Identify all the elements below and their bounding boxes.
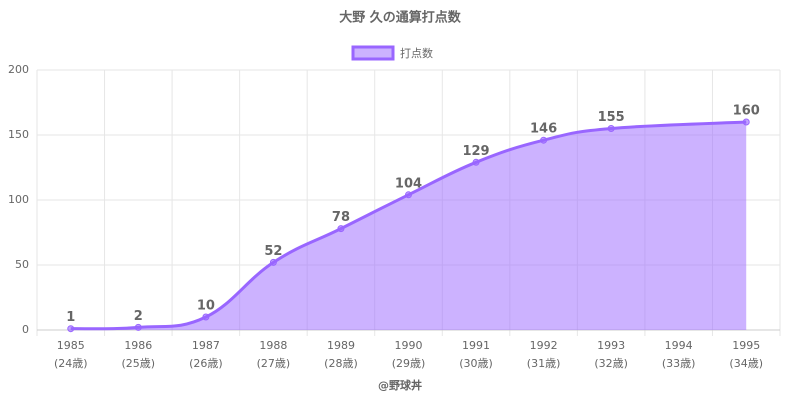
point [405,191,412,199]
y-tick-label: 0 [22,323,29,336]
x-axis-label: @野球丼 [378,378,422,392]
data-label: 1 [66,310,75,325]
y-tick-label: 150 [8,128,29,141]
y-tick-label: 200 [8,63,29,76]
point [337,225,345,233]
point [742,118,750,126]
x-tick-sublabel: (32歳) [594,357,628,370]
x-tick-label: 1989 [327,339,355,352]
point [134,323,142,331]
point [67,325,75,333]
x-tick-label: 1994 [665,339,693,352]
x-tick-label: 1987 [192,339,220,352]
point [472,158,480,166]
point [540,136,548,144]
legend-swatch [351,45,395,61]
x-tick-label: 1988 [259,339,287,352]
x-tick-sublabel: (26歳) [189,357,223,370]
chart-title: 大野 久の通算打点数 [339,10,462,26]
data-label: 2 [134,309,143,324]
legend-label: 打点数 [400,46,433,60]
x-tick-sublabel: (29歳) [392,357,426,370]
x-tick-sublabel: (25歳) [122,357,156,370]
x-tick-sublabel: (28歳) [324,357,358,370]
area [70,122,747,330]
x-tick-label: 1995 [732,339,760,352]
data-label: 10 [197,299,215,314]
data-label: 129 [462,144,489,159]
x-tick-sublabel: (31歳) [527,357,561,370]
x-tick-label: 1991 [462,339,490,352]
y-tick-label: 100 [8,193,29,206]
x-tick-label: 1993 [597,339,625,352]
x-tick-label: 1990 [395,339,423,352]
x-tick-sublabel: (27歳) [257,357,291,370]
data-label: 146 [530,122,557,137]
data-label: 160 [733,104,760,119]
x-tick-sublabel: (24歳) [54,357,88,370]
x-tick-label: 1985 [57,339,85,352]
y-tick-label: 50 [15,258,29,271]
line [70,120,747,331]
point [202,313,210,321]
x-tick-label: 1986 [124,339,152,352]
x-tick-sublabel: (30歳) [459,357,493,370]
data-label: 104 [395,176,422,191]
point [607,125,615,132]
x-tick-label: 1992 [530,339,558,352]
x-tick-sublabel: (34歳) [729,357,763,370]
data-label: 78 [332,210,350,225]
x-tick-sublabel: (33歳) [662,357,696,370]
point [269,258,277,266]
data-label: 52 [264,244,282,259]
data-label: 155 [598,110,625,125]
